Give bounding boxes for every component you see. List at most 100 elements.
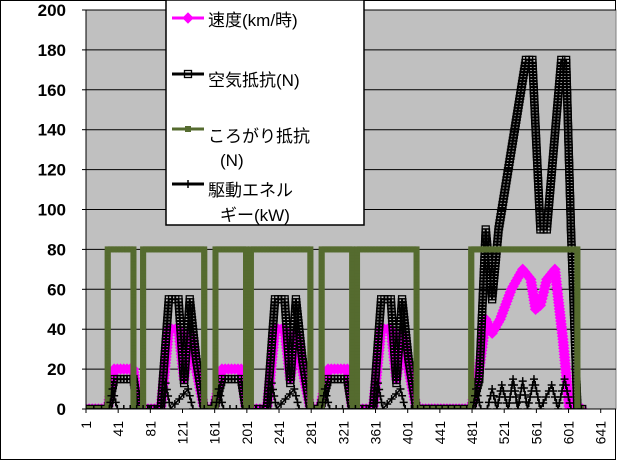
data-point xyxy=(243,375,250,382)
data-point xyxy=(130,333,137,340)
data-point xyxy=(318,288,325,295)
data-point xyxy=(391,246,398,253)
data-point xyxy=(140,252,147,259)
data-point xyxy=(130,255,137,262)
data-point xyxy=(247,384,254,391)
data-point xyxy=(537,246,544,253)
data-point xyxy=(127,246,134,253)
x-tick-label: 201 xyxy=(239,421,255,445)
data-point xyxy=(247,291,254,298)
data-point xyxy=(515,398,524,407)
data-point xyxy=(574,318,581,325)
data-point xyxy=(201,300,208,307)
data-point xyxy=(459,406,466,409)
data-point xyxy=(574,339,581,346)
data-point xyxy=(212,270,219,277)
data-point xyxy=(95,406,102,409)
data-point xyxy=(130,321,137,328)
data-point xyxy=(388,246,395,253)
data-point xyxy=(473,391,482,400)
data-point xyxy=(307,273,314,280)
data-point xyxy=(318,321,325,328)
data-point xyxy=(140,393,147,400)
data-point xyxy=(243,282,250,289)
data-point xyxy=(221,246,228,253)
data-point xyxy=(243,279,250,286)
data-point xyxy=(212,375,219,382)
data-point xyxy=(130,318,137,325)
data-point xyxy=(318,342,325,349)
data-point xyxy=(318,339,325,346)
legend-box xyxy=(165,0,365,226)
data-point xyxy=(247,309,254,316)
data-point xyxy=(201,336,208,343)
data-point xyxy=(307,387,314,394)
data-point xyxy=(307,258,314,265)
data-point xyxy=(257,246,264,253)
data-point xyxy=(104,324,111,331)
data-point xyxy=(130,366,137,373)
data-point xyxy=(201,258,208,265)
data-point xyxy=(243,258,250,265)
data-point xyxy=(212,318,219,325)
data-point xyxy=(247,351,254,358)
data-point xyxy=(247,264,254,271)
data-point xyxy=(105,405,114,409)
data-point xyxy=(574,321,581,328)
data-point xyxy=(318,318,325,325)
data-point xyxy=(556,246,563,253)
data-point xyxy=(307,279,314,286)
data-point xyxy=(565,246,572,253)
data-point xyxy=(104,381,111,388)
data-point xyxy=(104,318,111,325)
data-point xyxy=(140,279,147,286)
data-point xyxy=(497,381,506,390)
data-point xyxy=(521,391,530,400)
data-point xyxy=(468,336,475,343)
data-point xyxy=(247,318,254,325)
data-point xyxy=(247,246,254,253)
data-point xyxy=(566,405,575,409)
series-layer xyxy=(86,55,588,409)
data-point xyxy=(507,246,514,253)
data-point xyxy=(201,378,208,385)
data-point xyxy=(468,342,475,349)
data-point xyxy=(104,255,111,262)
data-point xyxy=(307,267,314,274)
data-point xyxy=(349,342,356,349)
data-point xyxy=(212,354,219,361)
data-point xyxy=(574,345,581,352)
legend: 速度(km/時) 空気抵抗(N) ころがり抵抗(N) 駆動エネルギー(kW) xyxy=(165,0,365,226)
data-point xyxy=(468,321,475,328)
data-point xyxy=(349,276,356,283)
data-point xyxy=(140,360,147,367)
data-point xyxy=(553,246,560,253)
data-point xyxy=(130,351,137,358)
data-point xyxy=(349,348,356,355)
data-point xyxy=(318,366,325,373)
data-point xyxy=(89,406,96,409)
data-point xyxy=(307,303,314,310)
data-point xyxy=(413,297,420,304)
data-point xyxy=(212,351,219,358)
data-point xyxy=(349,399,356,406)
data-point xyxy=(413,399,420,406)
data-point xyxy=(307,345,314,352)
y-tick-label: 60 xyxy=(47,280,66,299)
data-point xyxy=(510,246,517,253)
data-point xyxy=(321,246,328,253)
data-point xyxy=(354,279,361,286)
data-point xyxy=(318,390,325,397)
data-point xyxy=(212,327,219,334)
data-point xyxy=(247,252,254,259)
data-point xyxy=(475,398,484,407)
data-point xyxy=(504,405,513,409)
data-point xyxy=(130,375,137,382)
data-point xyxy=(413,288,420,295)
data-point xyxy=(574,327,581,334)
data-point xyxy=(468,381,475,388)
data-point xyxy=(574,261,581,268)
data-point xyxy=(247,288,254,295)
data-point xyxy=(247,261,254,268)
data-point xyxy=(212,345,219,352)
